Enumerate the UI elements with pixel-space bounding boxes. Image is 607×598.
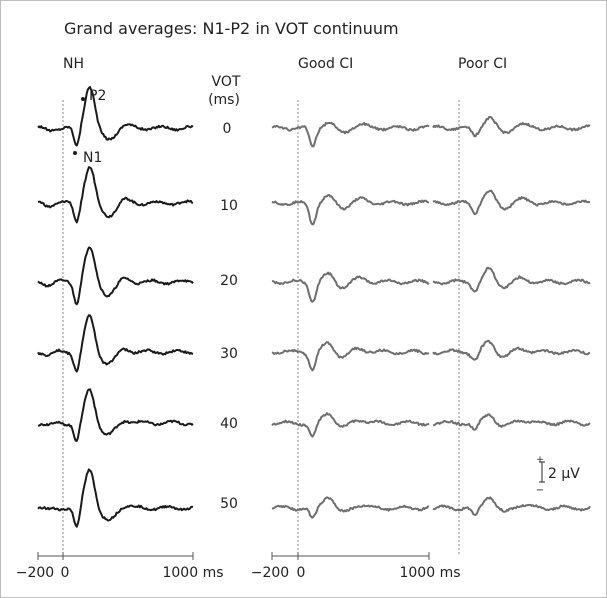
- amplitude-scale-bar: + − 2 μV: [536, 455, 580, 496]
- vot-label-30: 30: [220, 346, 238, 362]
- vot-label-20: 20: [220, 273, 238, 289]
- p2-marker: [81, 97, 85, 101]
- poor-ci-waveform-vot-20: [432, 266, 591, 293]
- x-tick-label-ci-1000: 1000 ms: [399, 565, 460, 581]
- scale-bar-plus: +: [536, 455, 544, 465]
- n1-marker: [73, 151, 77, 155]
- panel-label-poor-ci: Poor CI: [458, 56, 507, 72]
- good-ci-waveform-vot-40: [271, 412, 430, 438]
- vot-label-10: 10: [220, 198, 238, 214]
- nh-waveform-vot-30: [37, 314, 194, 373]
- nh-waveform-vot-40: [37, 388, 194, 442]
- poor-ci-waveform-vot-40: [432, 413, 591, 431]
- nh-waveform-vot-10: [38, 166, 194, 224]
- vot-axis-unit: (ms): [208, 92, 240, 108]
- poor-ci-waveform-vot-10: [432, 189, 591, 216]
- x-axis-nh: −200 0 1000 ms: [16, 552, 224, 581]
- poor-ci-waveform-vot-30: [432, 339, 591, 361]
- panel-label-nh: NH: [63, 56, 84, 72]
- x-tick-label-ci-0: 0: [297, 565, 306, 581]
- x-tick-label-ci-minus200: −200: [251, 565, 289, 581]
- n1-label: N1: [83, 150, 102, 166]
- vot-label-40: 40: [220, 416, 238, 432]
- nh-waveform-vot-20: [37, 246, 194, 306]
- good-ci-waveform-vot-0: [271, 121, 430, 148]
- nh-waveform-vot-0: [37, 86, 194, 147]
- good-ci-waveform-vot-30: [271, 341, 430, 372]
- scale-bar-label: 2 μV: [548, 466, 580, 482]
- x-tick-label-nh-1000: 1000 ms: [162, 565, 223, 581]
- x-tick-label-nh-minus200: −200: [16, 565, 54, 581]
- p2-label: P2: [89, 88, 106, 104]
- x-tick-label-nh-0: 0: [61, 565, 70, 581]
- waveform-traces: [37, 86, 591, 528]
- poor-ci-waveform-vot-0: [432, 115, 591, 138]
- vot-axis-label: VOT: [212, 74, 241, 90]
- vot-label-50: 50: [220, 496, 238, 512]
- chart-title: Grand averages: N1-P2 in VOT continuum: [64, 19, 399, 38]
- panel-label-good-ci: Good CI: [298, 56, 353, 72]
- x-axis-ci: −200 0 1000 ms: [251, 552, 461, 581]
- good-ci-waveform-vot-50: [271, 496, 430, 519]
- good-ci-waveform-vot-10: [271, 193, 430, 226]
- poor-ci-waveform-vot-50: [432, 496, 591, 516]
- vot-label-0: 0: [223, 121, 232, 137]
- nh-waveform-vot-50: [37, 468, 194, 528]
- scale-bar-minus: −: [536, 485, 544, 496]
- vot-value-labels: 0 10 20 30 40 50: [220, 121, 238, 512]
- good-ci-waveform-vot-20: [271, 271, 430, 303]
